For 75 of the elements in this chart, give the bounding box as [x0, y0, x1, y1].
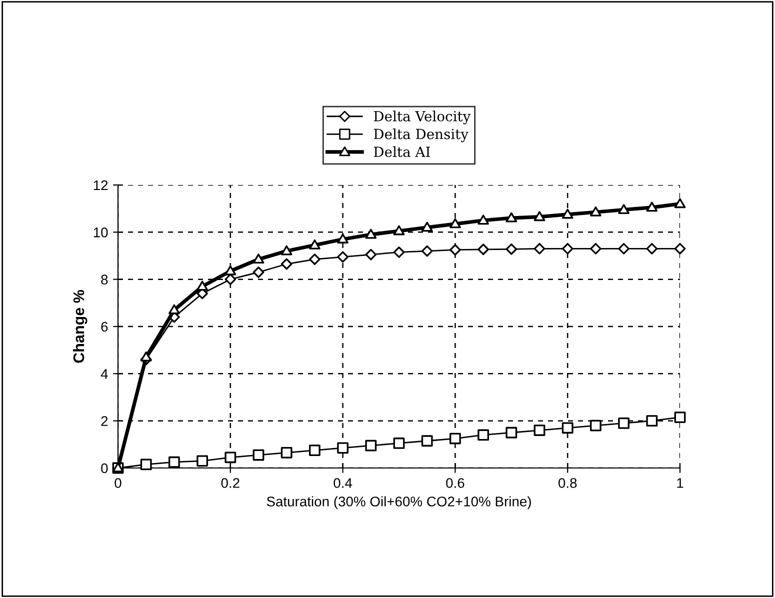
- point: [421, 435, 433, 447]
- point: [168, 304, 180, 314]
- point: [309, 444, 320, 456]
- point: [478, 244, 489, 256]
- point: [478, 214, 489, 225]
- point: [365, 228, 377, 239]
- point: [646, 202, 658, 212]
- point: [590, 420, 602, 432]
- point: [618, 204, 630, 214]
- x-tick-label: 0.4: [334, 478, 352, 488]
- point: [674, 198, 686, 208]
- legend-label: Delta AI: [374, 146, 430, 158]
- point: [337, 442, 348, 454]
- point: [224, 452, 236, 464]
- y-tick-label: 10: [94, 228, 108, 238]
- point: [534, 211, 546, 222]
- point: [590, 242, 602, 254]
- y-tick-label: 4: [100, 369, 108, 379]
- point: [450, 432, 461, 444]
- point: [646, 415, 658, 427]
- point: [280, 258, 292, 270]
- y-tick-label: 6: [101, 322, 108, 332]
- point: [196, 280, 208, 291]
- point: [140, 458, 152, 470]
- point: [674, 242, 686, 254]
- point: [224, 274, 236, 286]
- point: [506, 426, 518, 438]
- point: [252, 254, 264, 264]
- point: [309, 254, 320, 265]
- point: [618, 417, 630, 429]
- point: [309, 239, 320, 250]
- point: [365, 440, 377, 452]
- point: [252, 449, 264, 461]
- legend-label: Delta Velocity: [374, 110, 471, 124]
- point: [450, 244, 461, 256]
- point: [534, 424, 546, 436]
- y-axis-title: Change %: [72, 290, 88, 363]
- legend-label: Delta Density: [374, 128, 468, 142]
- point: [646, 242, 658, 254]
- point: [562, 422, 574, 434]
- y-tick-label: 0: [101, 463, 108, 474]
- point: [421, 222, 433, 232]
- point: [562, 242, 574, 254]
- point: [562, 208, 574, 219]
- x-tick-label: 0.8: [558, 478, 577, 488]
- point: [280, 446, 292, 458]
- x-axis-title: Saturation (30% Oil+60% CO2+10% Brine): [266, 496, 531, 510]
- point: [280, 245, 292, 256]
- point: [590, 206, 602, 216]
- point: [140, 351, 152, 362]
- point: [421, 245, 433, 257]
- y-tick-label: 2: [101, 416, 108, 426]
- point: [450, 218, 461, 228]
- point: [365, 248, 377, 260]
- point: [224, 265, 236, 276]
- point: [393, 225, 405, 236]
- point: [506, 243, 518, 255]
- point: [674, 412, 686, 423]
- x-tick-label: 0: [114, 478, 122, 488]
- point: [337, 234, 348, 244]
- point: [168, 456, 180, 468]
- point: [618, 242, 630, 254]
- point: [478, 429, 489, 441]
- x-tick-label: 0.2: [221, 478, 240, 488]
- point: [393, 246, 405, 258]
- point: [196, 455, 208, 467]
- y-tick-label: 8: [101, 274, 108, 285]
- y-tick-label: 12: [94, 180, 108, 190]
- point: [337, 251, 348, 263]
- point: [534, 242, 546, 254]
- point: [252, 266, 264, 278]
- point: [506, 212, 518, 222]
- point: [393, 438, 405, 449]
- x-tick-label: 0.6: [446, 478, 464, 488]
- x-tick-label: 1: [677, 478, 684, 488]
